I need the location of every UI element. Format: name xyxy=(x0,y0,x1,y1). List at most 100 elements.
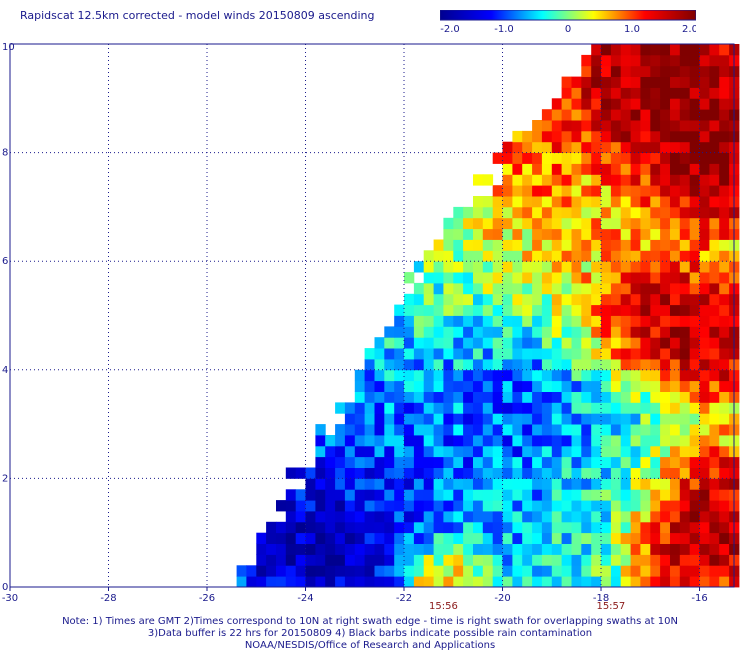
heatmap-cell xyxy=(630,456,641,468)
heatmap-cell xyxy=(502,141,513,153)
heatmap-cell xyxy=(502,445,513,458)
heatmap-cell xyxy=(384,413,395,425)
heatmap-cell xyxy=(394,565,405,577)
heatmap-cell xyxy=(502,500,513,512)
heatmap-cell xyxy=(670,391,681,403)
heatmap-cell xyxy=(581,185,592,197)
heatmap-cell xyxy=(473,174,484,186)
heatmap-cell xyxy=(650,174,661,186)
heatmap-cell xyxy=(522,206,533,219)
heatmap-cell xyxy=(630,98,641,110)
heatmap-cell xyxy=(541,435,553,447)
heatmap-cell xyxy=(699,369,710,382)
heatmap-cell xyxy=(660,315,671,327)
heatmap-cell xyxy=(699,239,710,251)
heatmap-cell xyxy=(591,152,602,164)
heatmap-cell xyxy=(689,87,700,99)
heatmap-cell xyxy=(354,478,366,490)
heatmap-cell xyxy=(315,511,326,523)
heatmap-cell xyxy=(571,391,582,403)
heatmap-cell xyxy=(709,326,720,338)
heatmap-cell xyxy=(581,358,592,371)
heatmap-cell xyxy=(473,435,484,447)
heatmap-cell xyxy=(699,250,710,262)
heatmap-cell xyxy=(670,304,681,316)
heatmap-cell xyxy=(473,380,484,392)
heatmap-cell xyxy=(630,326,641,338)
heatmap-cell xyxy=(699,174,710,186)
heatmap-cell xyxy=(620,413,631,425)
heatmap-cell xyxy=(541,293,553,306)
heatmap-cell xyxy=(719,478,730,490)
heatmap-cell xyxy=(482,228,494,240)
heatmap-cell xyxy=(719,348,730,360)
heatmap-cell xyxy=(679,163,691,175)
heatmap-cell xyxy=(640,206,651,219)
heatmap-cell xyxy=(502,348,513,360)
heatmap-cell xyxy=(699,98,710,110)
heatmap-cell xyxy=(689,109,700,121)
heatmap-cell xyxy=(453,358,464,371)
heatmap-cell xyxy=(236,576,247,588)
heatmap-cell xyxy=(315,532,326,544)
heatmap-cell xyxy=(492,369,503,382)
heatmap-cells xyxy=(236,44,740,588)
heatmap-cell xyxy=(502,369,513,382)
heatmap-cell xyxy=(689,54,700,67)
heatmap-cell xyxy=(482,282,494,295)
heatmap-cell xyxy=(640,456,651,468)
heatmap-cell xyxy=(433,402,444,414)
heatmap-cell xyxy=(551,424,563,436)
heatmap-cell xyxy=(335,554,346,566)
heatmap-cell xyxy=(384,456,395,468)
heatmap-cell xyxy=(591,554,602,566)
heatmap-cell xyxy=(433,413,444,425)
heatmap-cell xyxy=(433,532,444,544)
heatmap-cell xyxy=(561,489,572,501)
heatmap-cell xyxy=(660,87,671,99)
heatmap-cell xyxy=(532,402,543,414)
heatmap-cell xyxy=(335,500,346,512)
heatmap-cell xyxy=(453,326,464,338)
heatmap-cell xyxy=(699,76,710,88)
heatmap-cell xyxy=(630,120,641,132)
heatmap-cell xyxy=(522,521,533,534)
heatmap-cell xyxy=(561,250,572,262)
heatmap-cell xyxy=(591,413,602,425)
heatmap-cell xyxy=(581,98,592,110)
heatmap-cell xyxy=(492,489,503,501)
heatmap-cell xyxy=(522,435,533,447)
heatmap-cell xyxy=(630,261,641,273)
heatmap-cell xyxy=(689,402,700,414)
heatmap-cell xyxy=(571,315,582,327)
heatmap-cell xyxy=(699,130,710,143)
heatmap-cell xyxy=(610,554,622,566)
heatmap-cell xyxy=(620,174,631,186)
heatmap-cell xyxy=(541,163,553,175)
heatmap-cell xyxy=(650,196,661,208)
heatmap-cell xyxy=(660,239,671,251)
heatmap-cell xyxy=(374,391,385,403)
heatmap-cell xyxy=(610,543,622,555)
heatmap-cell xyxy=(650,282,661,295)
heatmap-cell xyxy=(492,348,503,360)
heatmap-cell xyxy=(522,391,533,403)
heatmap-cell xyxy=(620,109,631,121)
heatmap-cell xyxy=(522,358,533,371)
heatmap-cell xyxy=(561,152,572,164)
heatmap-cell xyxy=(522,152,533,164)
y-tick-label: 6 xyxy=(2,256,8,267)
heatmap-cell xyxy=(551,348,563,360)
colorbar: -2.0 -1.0 0 1.0 2.0 xyxy=(440,10,696,35)
heatmap-cell xyxy=(394,456,405,468)
heatmap-cell xyxy=(630,206,641,219)
heatmap-cell xyxy=(620,261,631,273)
heatmap-cell xyxy=(394,500,405,512)
heatmap-cell xyxy=(699,489,710,501)
heatmap-cell xyxy=(512,391,523,403)
heatmap-cell xyxy=(670,348,681,360)
heatmap-cell xyxy=(561,120,572,132)
heatmap-cell xyxy=(482,272,494,284)
heatmap-cell xyxy=(571,261,582,273)
x-tick-label: -16 xyxy=(691,593,707,604)
